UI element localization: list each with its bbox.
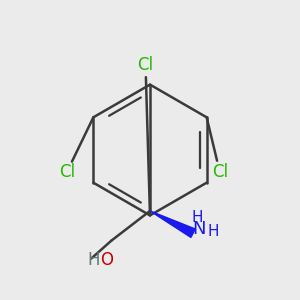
Text: O: O	[100, 251, 113, 269]
Text: N: N	[192, 220, 206, 238]
Text: H: H	[88, 251, 100, 269]
Text: Cl: Cl	[59, 163, 75, 181]
Text: Cl: Cl	[212, 163, 228, 181]
Text: Cl: Cl	[137, 56, 154, 74]
Polygon shape	[150, 211, 195, 237]
Text: H: H	[192, 210, 203, 225]
Text: H: H	[208, 224, 219, 239]
